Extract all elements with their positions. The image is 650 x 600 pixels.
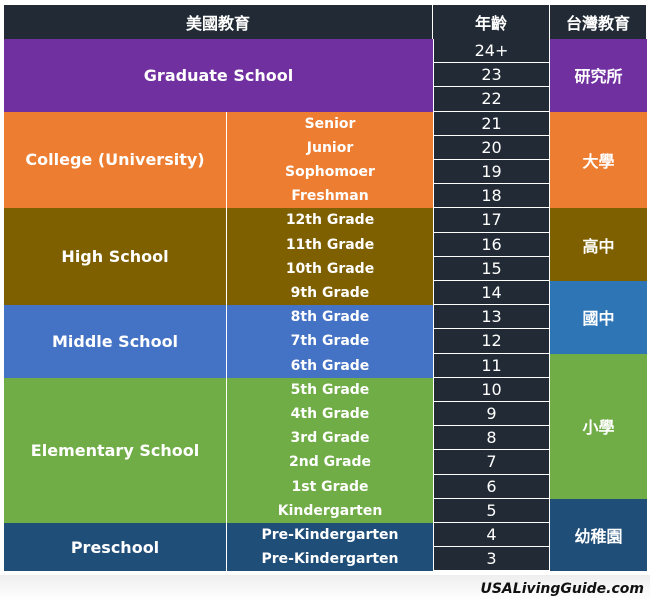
taiwan-level: 研究所 — [550, 39, 647, 112]
grade-label: Senior — [226, 111, 433, 136]
grade-label: Pre-Kindergarten — [226, 547, 433, 572]
age-cell: 11 — [433, 353, 550, 378]
grade-label: Freshman — [226, 184, 433, 209]
age-cell: 19 — [433, 160, 550, 185]
age-cell: 15 — [433, 256, 550, 281]
age-cell: 22 — [433, 87, 550, 112]
age-cell: 17 — [433, 208, 550, 233]
grade-label: Kindergarten — [226, 498, 433, 523]
header-us-education: 美國教育 — [4, 5, 433, 39]
taiwan-level: 小學 — [550, 353, 647, 499]
age-cell: 10 — [433, 377, 550, 402]
age-cell: 23 — [433, 63, 550, 88]
taiwan-level: 幼稚園 — [550, 498, 647, 572]
grade-label: 7th Grade — [226, 329, 433, 354]
grade-label: 2nd Grade — [226, 450, 433, 475]
grade-label: Sophomoer — [226, 160, 433, 185]
age-cell: 6 — [433, 474, 550, 499]
taiwan-level: 高中 — [550, 208, 647, 281]
footer-band — [0, 575, 650, 600]
age-cell: 14 — [433, 281, 550, 306]
age-cell: 20 — [433, 135, 550, 160]
grade-label: 12th Grade — [226, 208, 433, 233]
header-age: 年齡 — [433, 5, 550, 39]
grade-label: 3rd Grade — [226, 426, 433, 451]
age-cell: 24+ — [433, 39, 550, 64]
level-preschool: Preschool — [4, 523, 226, 572]
age-cell: 16 — [433, 232, 550, 257]
level-elementary: Elementary School — [4, 377, 226, 523]
level-middle: Middle School — [4, 305, 226, 378]
grade-label: 1st Grade — [226, 474, 433, 499]
level-college: College (University) — [4, 111, 226, 209]
age-cell: 21 — [433, 111, 550, 136]
grade-label: 4th Grade — [226, 402, 433, 427]
grade-label: 6th Grade — [226, 353, 433, 378]
age-cell: 3 — [433, 547, 550, 572]
age-cell: 18 — [433, 184, 550, 209]
grade-label: 11th Grade — [226, 232, 433, 257]
grade-label: Pre-Kindergarten — [226, 523, 433, 548]
age-cell: 5 — [433, 498, 550, 523]
age-cell: 7 — [433, 450, 550, 475]
level-graduate: Graduate School — [4, 39, 433, 112]
age-cell: 13 — [433, 305, 550, 330]
taiwan-level: 大學 — [550, 111, 647, 209]
age-cell: 8 — [433, 426, 550, 451]
age-cell: 12 — [433, 329, 550, 354]
level-high: High School — [4, 208, 226, 306]
grade-label: 9th Grade — [226, 281, 433, 306]
grade-label: 8th Grade — [226, 305, 433, 330]
age-cell: 4 — [433, 523, 550, 548]
grade-label: Junior — [226, 135, 433, 160]
header-taiwan-education: 台灣教育 — [550, 5, 647, 39]
site-credit: USALivingGuide.com — [480, 581, 644, 597]
taiwan-level: 國中 — [550, 281, 647, 354]
grade-label: 5th Grade — [226, 377, 433, 402]
grade-label: 10th Grade — [226, 256, 433, 281]
age-cell: 9 — [433, 402, 550, 427]
